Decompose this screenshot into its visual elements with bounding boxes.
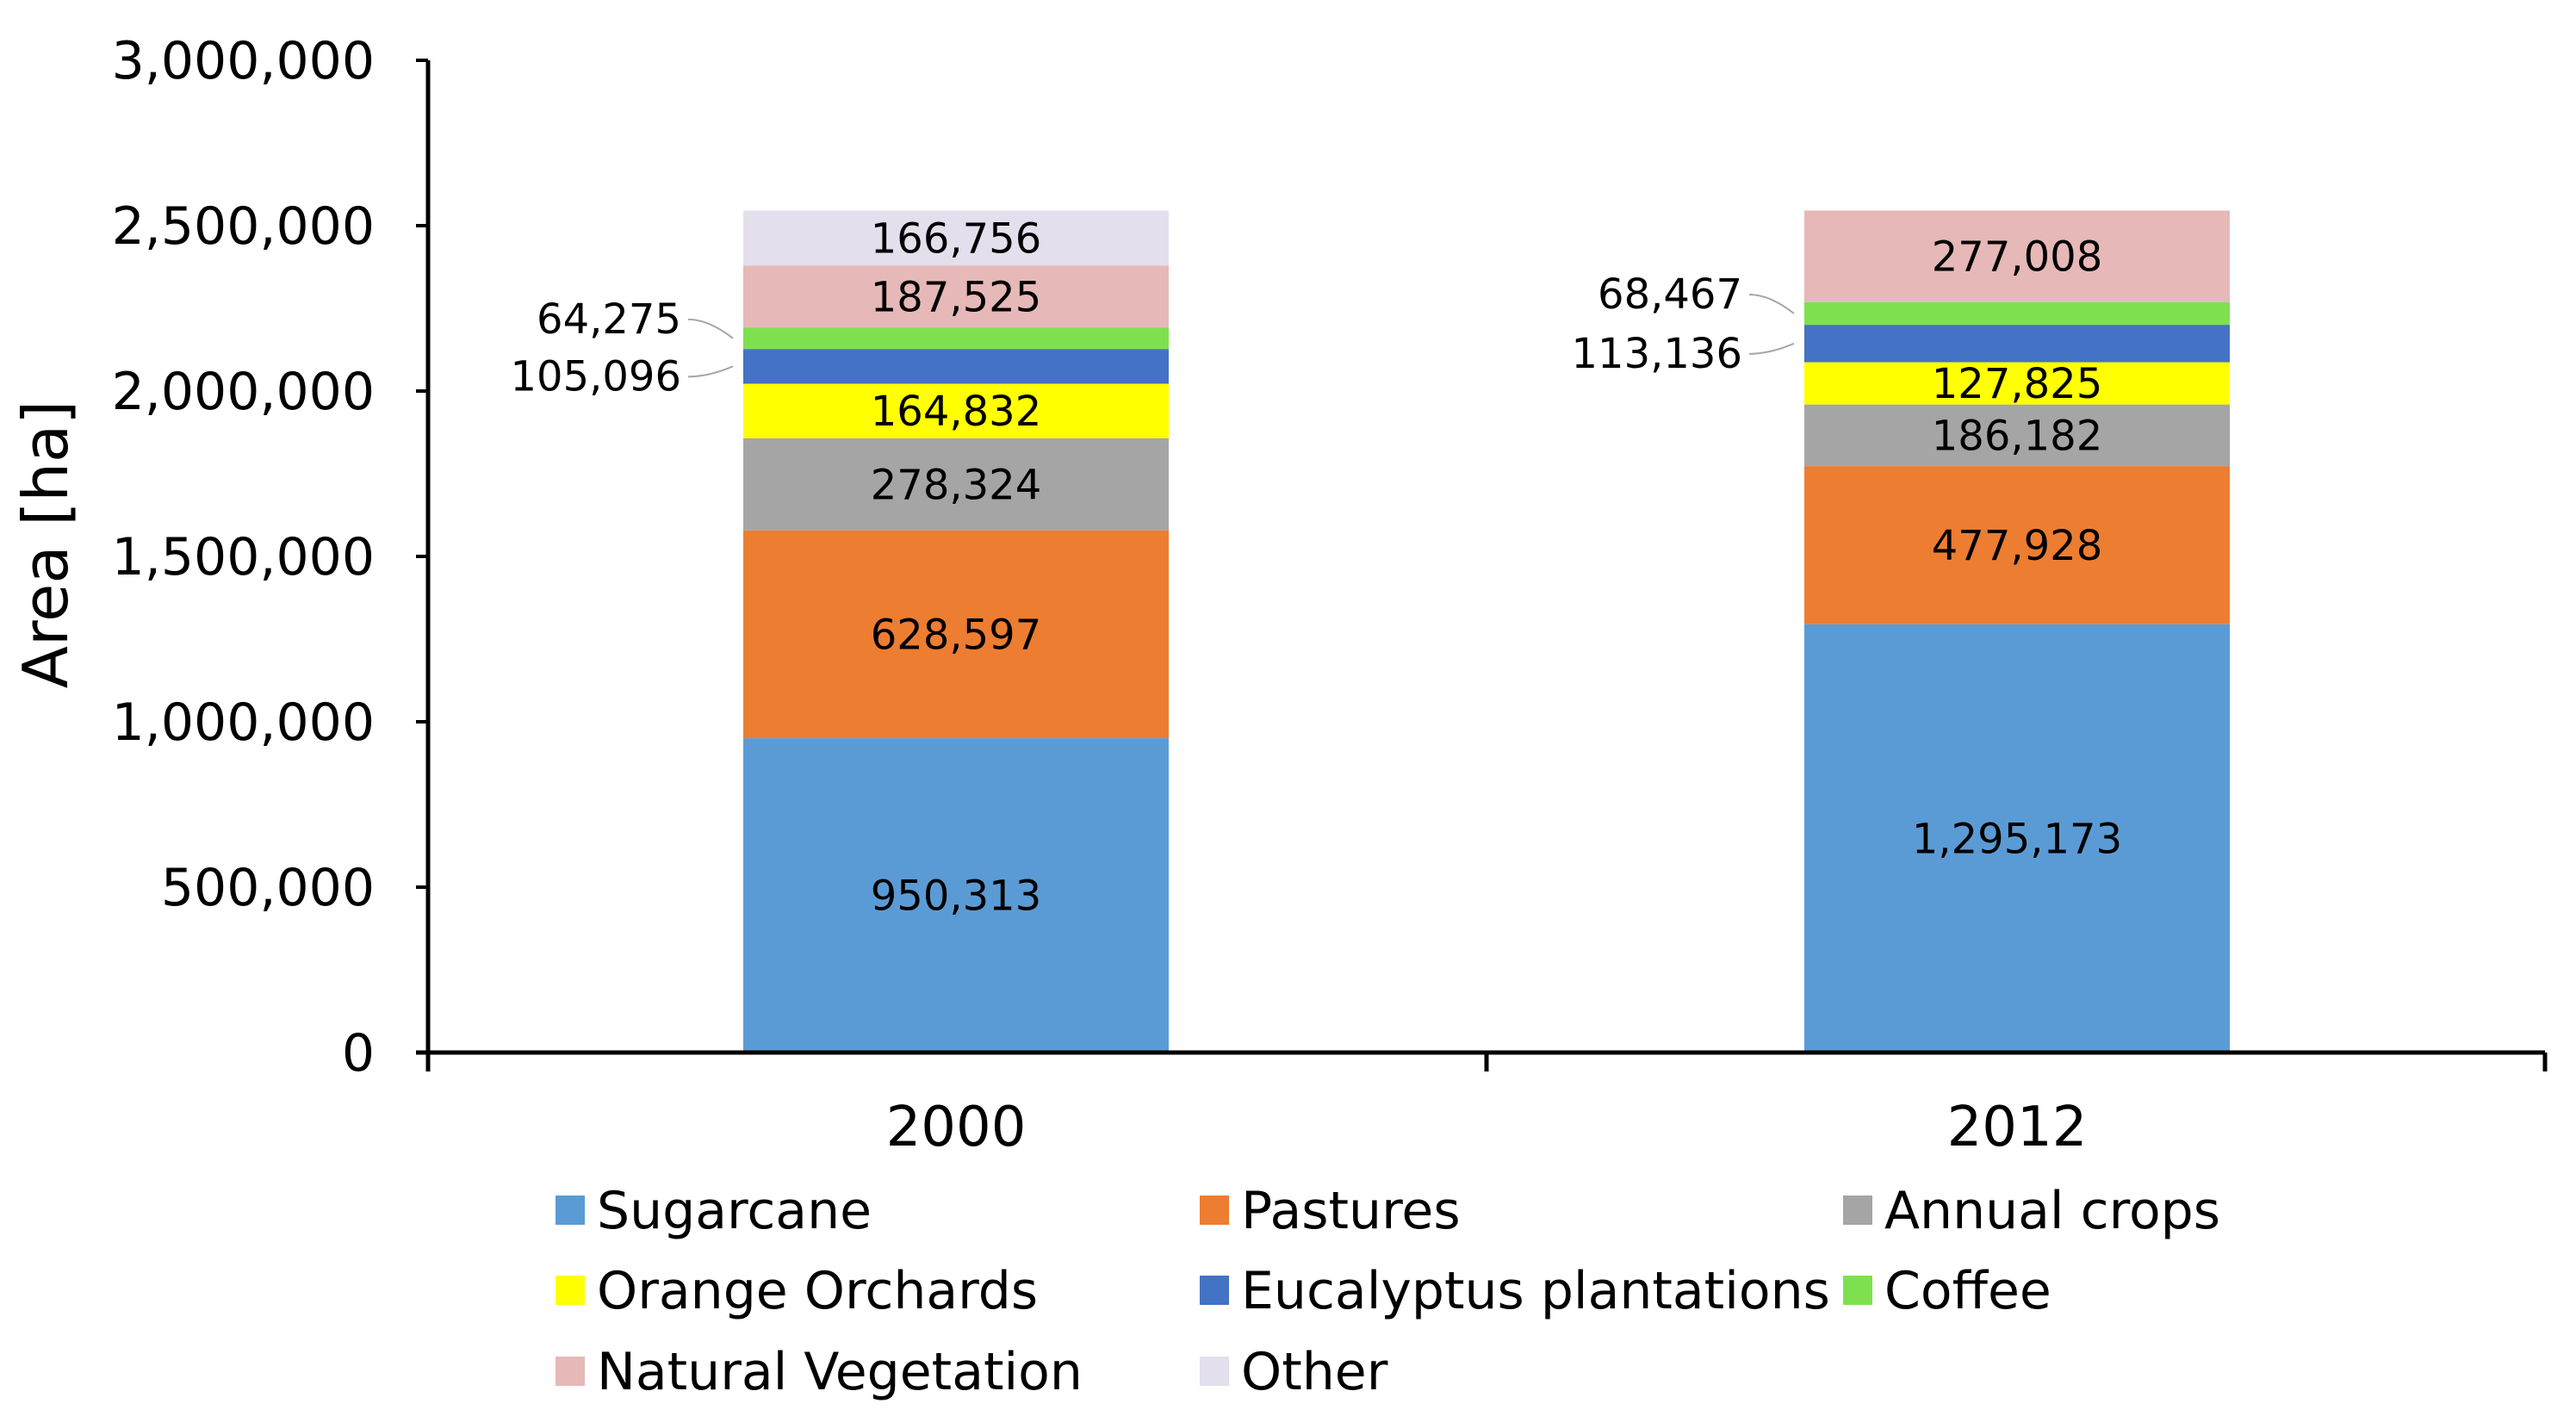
leader-line bbox=[687, 365, 734, 378]
y-axis-label: Area [ha] bbox=[9, 401, 82, 689]
legend-swatch bbox=[1200, 1276, 1229, 1305]
data-label: 278,324 bbox=[871, 461, 1042, 509]
data-label: 628,597 bbox=[871, 611, 1042, 659]
y-tick-label: 2,000,000 bbox=[112, 362, 375, 422]
bar-segment-coffee-2012 bbox=[1804, 301, 2230, 326]
legend-swatch bbox=[1843, 1276, 1872, 1305]
y-tick-label: 1,000,000 bbox=[112, 692, 375, 753]
data-label: 113,136 bbox=[1572, 330, 1743, 378]
legend-swatch bbox=[1200, 1196, 1229, 1225]
leader-line bbox=[1748, 342, 1795, 355]
legend-label: Pastures bbox=[1241, 1181, 1461, 1241]
bar-segment-other-2000 bbox=[743, 210, 1169, 266]
legend-label: Eucalyptus plantations bbox=[1241, 1261, 1830, 1321]
y-tick-label: 0 bbox=[342, 1023, 375, 1084]
legend-swatch bbox=[556, 1357, 585, 1386]
data-label: 164,832 bbox=[871, 388, 1042, 436]
data-label: 277,008 bbox=[1932, 233, 2103, 282]
data-label: 64,275 bbox=[537, 295, 681, 344]
data-label: 68,467 bbox=[1598, 270, 1742, 319]
legend-swatch bbox=[1843, 1196, 1872, 1225]
bar-segment-annual-crops-2012 bbox=[1804, 404, 2230, 467]
legend-label: Annual crops bbox=[1884, 1181, 2220, 1241]
data-label: 1,295,173 bbox=[1912, 815, 2122, 863]
legend-swatch bbox=[1200, 1357, 1229, 1386]
bar-segment-pastures-2000 bbox=[743, 530, 1169, 739]
bar-segment-eucalyptus-plantations-2000 bbox=[743, 349, 1169, 384]
legend-label: Orange Orchards bbox=[597, 1261, 1038, 1321]
bar-segment-orange-orchards-2012 bbox=[1804, 362, 2230, 405]
leader-line bbox=[687, 318, 734, 339]
data-label: 127,825 bbox=[1932, 360, 2103, 408]
data-label: 186,182 bbox=[1932, 412, 2103, 460]
x-tick-label: 2000 bbox=[886, 1096, 1027, 1159]
legend-label: Sugarcane bbox=[597, 1181, 872, 1241]
leader-line bbox=[1748, 293, 1795, 314]
bar-segment-natural-vegetation-2000 bbox=[743, 265, 1169, 328]
data-label: 187,525 bbox=[871, 273, 1042, 321]
bar-segment-coffee-2000 bbox=[743, 327, 1169, 350]
legend-swatch bbox=[556, 1196, 585, 1225]
bar-segment-natural-vegetation-2012 bbox=[1804, 210, 2230, 302]
legend-label: Other bbox=[1241, 1342, 1388, 1402]
x-tick-label: 2012 bbox=[1947, 1096, 2088, 1159]
data-label: 166,756 bbox=[871, 214, 1042, 263]
y-tick-label: 2,500,000 bbox=[112, 196, 375, 257]
bar-segment-annual-crops-2000 bbox=[743, 438, 1169, 531]
legend-label: Coffee bbox=[1884, 1261, 2051, 1321]
legend-label: Natural Vegetation bbox=[597, 1342, 1083, 1402]
data-label: 477,928 bbox=[1932, 522, 2103, 570]
bar-segment-sugarcane-2000 bbox=[743, 738, 1169, 1053]
bar-segment-eucalyptus-plantations-2012 bbox=[1804, 325, 2230, 363]
y-tick-label: 3,000,000 bbox=[112, 31, 375, 91]
bar-segment-orange-orchards-2000 bbox=[743, 383, 1169, 438]
legend-swatch bbox=[556, 1276, 585, 1305]
bar-segment-sugarcane-2012 bbox=[1804, 624, 2230, 1053]
y-tick-label: 1,500,000 bbox=[112, 527, 375, 587]
data-label: 950,313 bbox=[871, 873, 1042, 921]
bar-segment-pastures-2012 bbox=[1804, 466, 2230, 624]
y-tick-label: 500,000 bbox=[161, 858, 375, 918]
data-label: 105,096 bbox=[511, 352, 682, 401]
